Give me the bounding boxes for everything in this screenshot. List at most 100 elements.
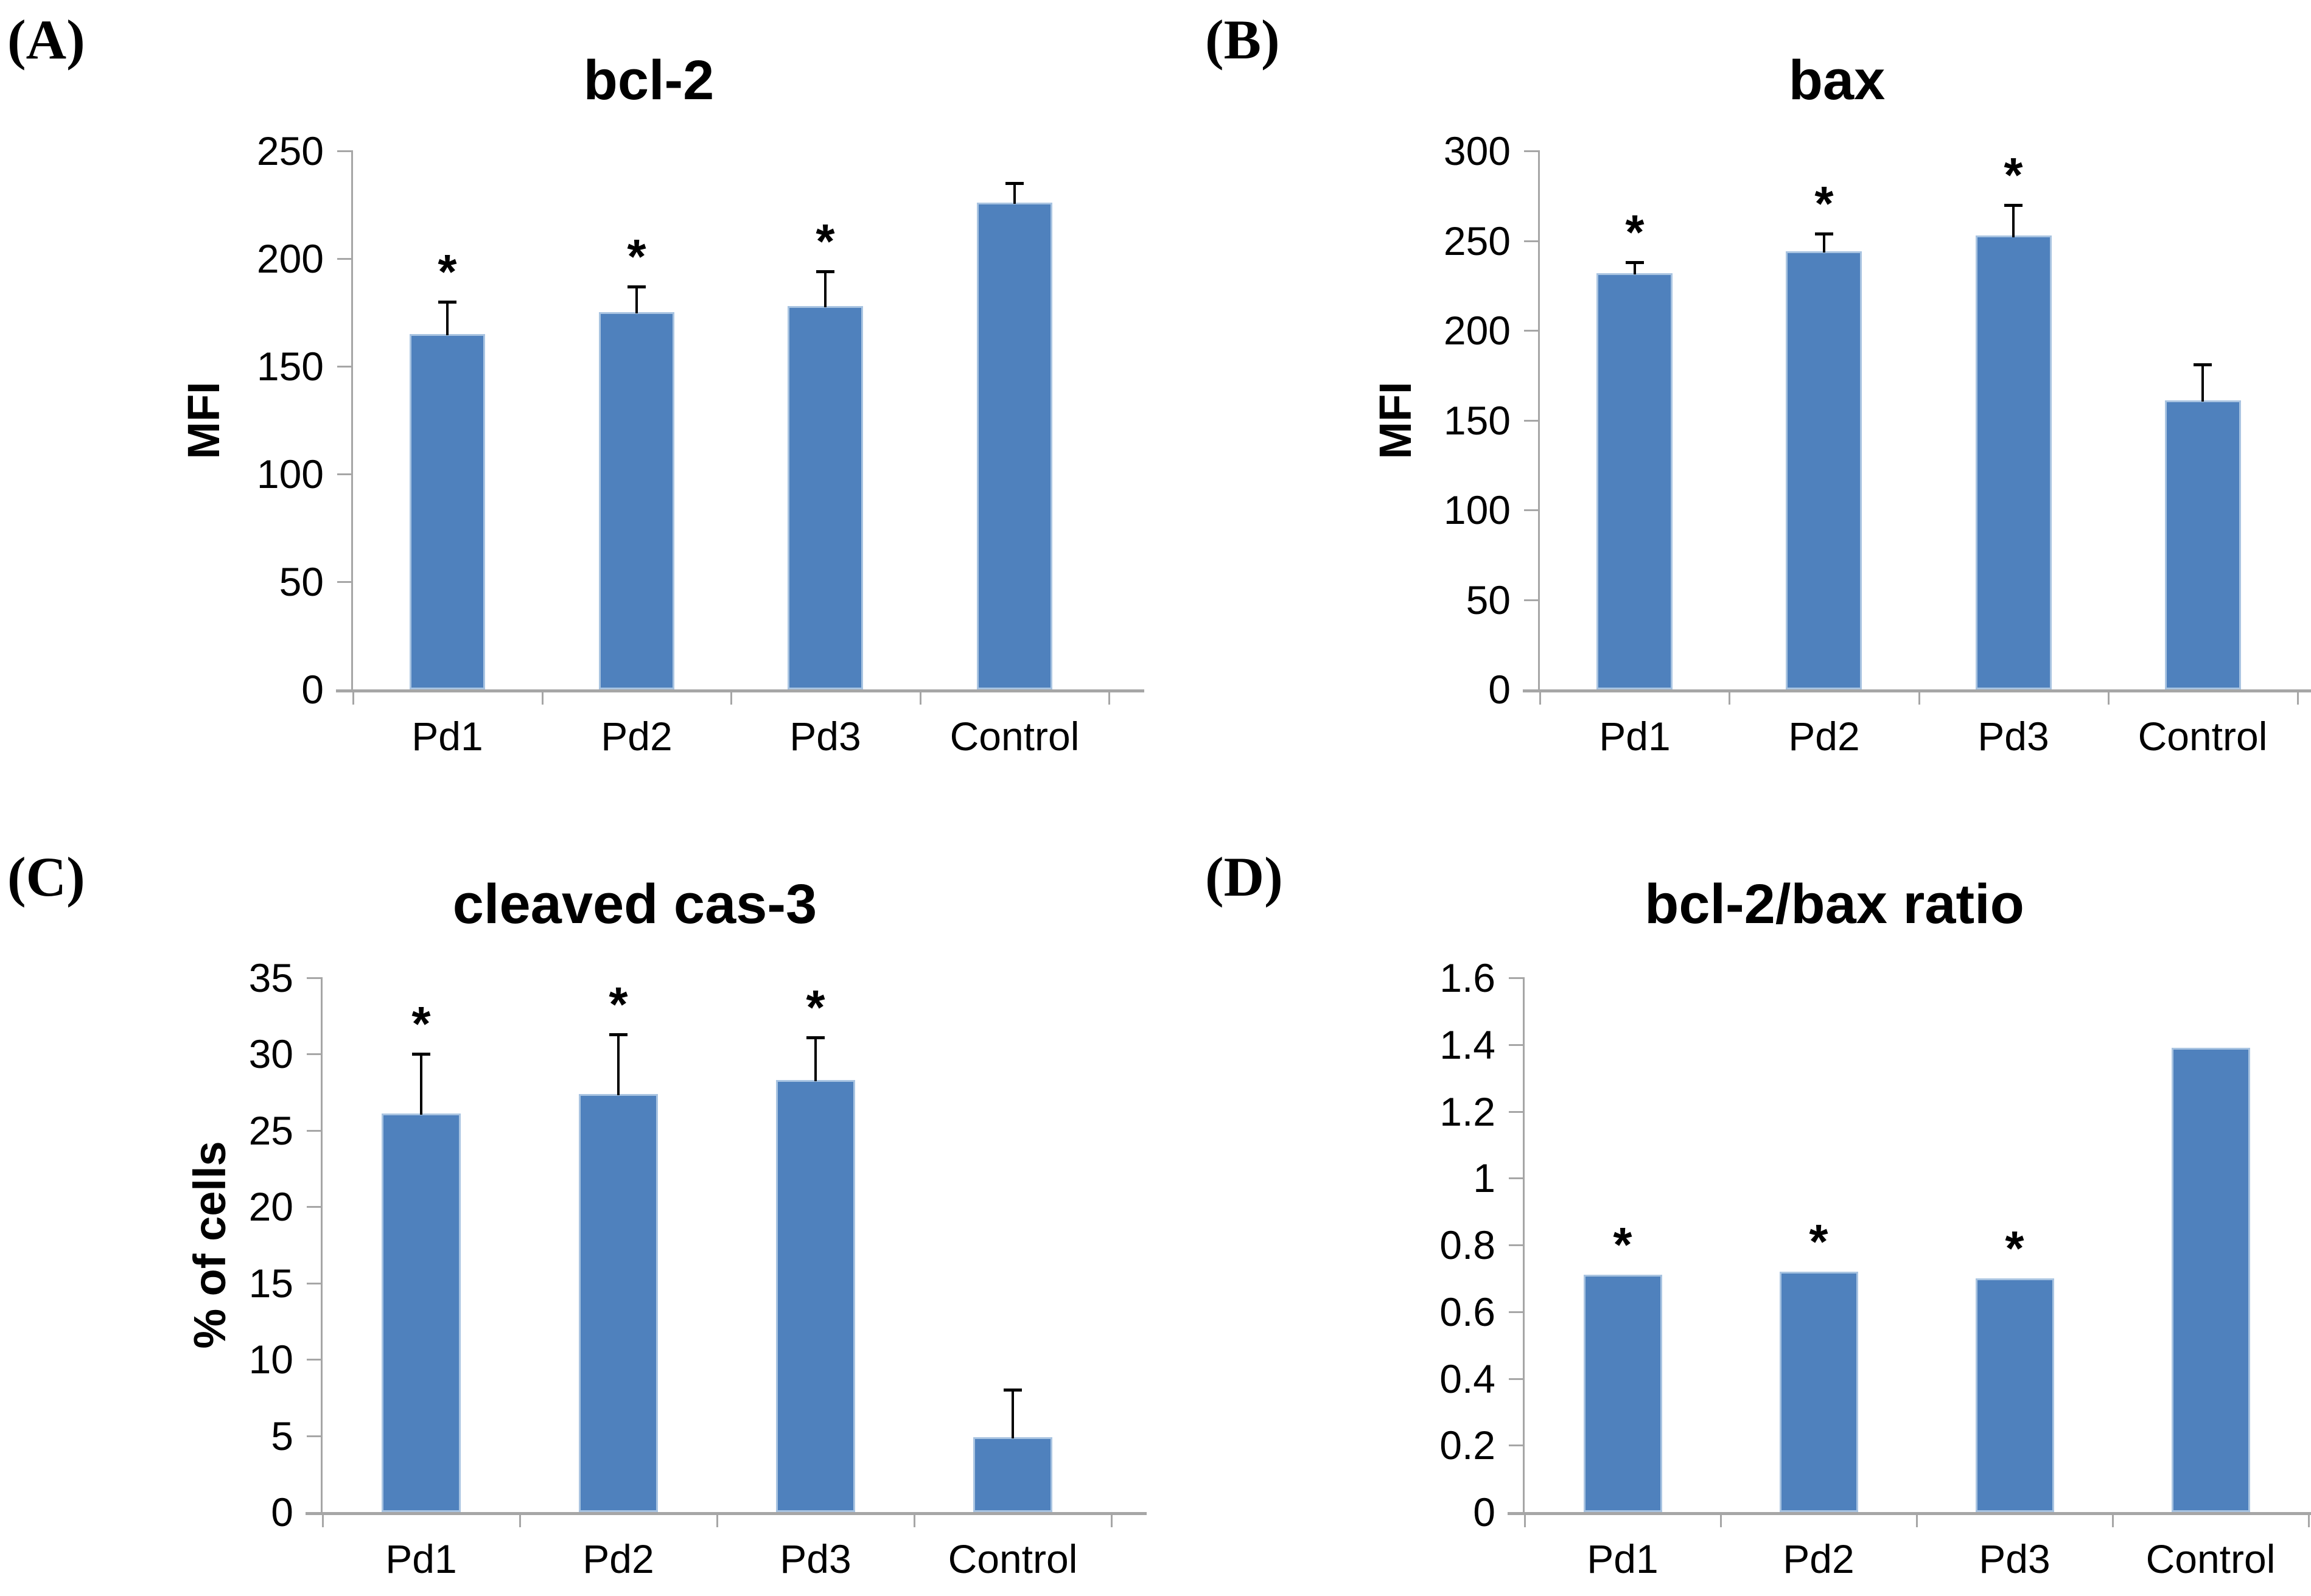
error-bar-pd2	[1823, 234, 1825, 253]
chart-title-c: cleaved cas-3	[452, 873, 817, 935]
x-tick-mark	[914, 1515, 915, 1527]
sig-star-pd1: *	[411, 997, 431, 1051]
bar-pd2	[1786, 251, 1862, 689]
x-tick-label-pd2: Pd2	[601, 714, 673, 759]
sig-star-pd3: *	[816, 214, 835, 268]
y-tick-label: 0	[1473, 1490, 1495, 1535]
error-bar-control	[2201, 364, 2204, 402]
x-tick-mark	[2308, 1515, 2310, 1527]
error-bar-cap-pd1	[438, 301, 456, 304]
sig-star-pd2: *	[627, 229, 646, 284]
y-tick-mark	[1509, 1311, 1525, 1313]
x-tick-label-pd1: Pd1	[385, 1536, 457, 1581]
bar-pd3	[776, 1080, 855, 1512]
sig-star-pd1: *	[1625, 205, 1645, 259]
sig-star-pd3: *	[2004, 148, 2023, 202]
x-tick-mark	[519, 1515, 521, 1527]
error-bar-cap-pd2	[609, 1033, 628, 1036]
y-tick-label: 50	[1466, 577, 1511, 622]
x-tick-label-control: Control	[948, 1536, 1078, 1581]
sig-star-pd1: *	[1613, 1218, 1632, 1272]
y-tick-mark	[1524, 150, 1540, 152]
x-tick-mark	[1524, 1515, 1526, 1527]
y-tick-mark	[1509, 1378, 1525, 1380]
x-axis-line	[336, 689, 1144, 692]
x-tick-label-control: Control	[2138, 714, 2268, 759]
y-tick-label: 0.4	[1439, 1356, 1495, 1401]
y-tick-mark	[1524, 509, 1540, 511]
y-tick-mark	[307, 977, 323, 979]
panel-d: (D) bcl-2/bax ratio 0 0.2 0.4 0.6 0.8 1 1.2 1.4…	[1155, 798, 2311, 1596]
y-tick-label: 5	[271, 1413, 293, 1458]
y-tick-mark	[337, 473, 353, 475]
y-tick-label: 20	[248, 1184, 293, 1229]
y-tick-label: 100	[1443, 487, 1511, 532]
y-tick-mark	[307, 1283, 323, 1284]
y-tick-label: 0	[271, 1490, 293, 1535]
y-tick-label: 15	[248, 1261, 293, 1306]
error-bar-cap-control	[1005, 182, 1024, 185]
x-tick-label-pd2: Pd2	[1788, 714, 1860, 759]
x-tick-label-pd3: Pd3	[1977, 714, 2049, 759]
x-tick-label-pd2: Pd2	[582, 1536, 654, 1581]
error-bar-cap-pd3	[816, 270, 834, 273]
y-tick-mark	[307, 1359, 323, 1361]
plot-area-c: 0 5 10 15 20 25 30 35 * Pd1 * Pd2 * Pd3 Control	[0, 798, 1155, 1596]
y-tick-mark	[337, 150, 353, 152]
sig-star-pd3: *	[806, 980, 825, 1034]
y-tick-mark	[1509, 1177, 1525, 1179]
y-tick-label: 35	[248, 955, 293, 1000]
y-tick-mark	[1509, 1044, 1525, 1046]
error-bar-pd2	[635, 287, 638, 313]
error-bar-control	[1013, 183, 1016, 204]
x-tick-mark	[322, 1515, 324, 1527]
plot-area-d: 0 0.2 0.4 0.6 0.8 1 1.2 1.4 1.6 * Pd1 * Pd2 * Pd3 Contr…	[1155, 798, 2311, 1596]
y-tick-mark	[1509, 977, 1525, 979]
y-tick-mark	[1509, 1244, 1525, 1246]
bar-pd1	[410, 334, 485, 689]
y-tick-mark	[1509, 1444, 1525, 1446]
y-tick-label: 1.2	[1439, 1089, 1495, 1134]
sig-star-pd2: *	[1814, 176, 1834, 231]
sig-star-pd3: *	[2005, 1221, 2024, 1275]
error-bar-cap-control	[2194, 363, 2212, 366]
x-tick-mark	[1918, 692, 1920, 705]
error-bar-cap-pd3	[806, 1036, 825, 1039]
x-tick-mark	[1108, 692, 1110, 705]
x-tick-label-pd1: Pd1	[1587, 1536, 1659, 1581]
sig-star-pd1: *	[438, 245, 457, 299]
bar-control	[973, 1437, 1052, 1512]
y-tick-mark	[1524, 330, 1540, 332]
bar-control	[977, 203, 1052, 689]
y-tick-label: 50	[279, 559, 324, 604]
x-tick-mark	[920, 692, 921, 705]
y-tick-mark	[1509, 1111, 1525, 1113]
y-tick-label: 150	[1443, 398, 1511, 443]
bar-control	[2165, 400, 2241, 689]
y-tick-label: 250	[256, 128, 324, 173]
bar-pd3	[1976, 235, 2052, 689]
bar-control	[2172, 1048, 2250, 1512]
x-tick-label-pd3: Pd3	[789, 714, 861, 759]
x-tick-mark	[1729, 692, 1730, 705]
y-tick-label: 25	[248, 1108, 293, 1153]
sig-star-pd2: *	[1809, 1214, 1828, 1269]
panel-label-c: (C)	[7, 846, 85, 908]
y-tick-label: 300	[1443, 128, 1511, 173]
bar-pd1	[382, 1113, 461, 1512]
panel-c: (C) cleaved cas-3 % of cells 0 5 10 15 20 25 3…	[0, 798, 1155, 1596]
chart-title-b: bax	[1788, 49, 1886, 111]
y-tick-label: 200	[256, 236, 324, 281]
y-tick-mark	[1524, 599, 1540, 601]
error-bar-cap-pd1	[1626, 261, 1644, 264]
error-bar-cap-pd2	[1815, 232, 1833, 235]
error-bar-cap-pd2	[628, 285, 646, 288]
error-bar-cap-pd1	[412, 1053, 430, 1056]
y-tick-label: 250	[1443, 218, 1511, 263]
error-bar-pd3	[824, 271, 827, 307]
panel-label-b: (B)	[1205, 9, 1280, 71]
y-axis-line	[351, 151, 353, 689]
y-tick-mark	[337, 258, 353, 260]
x-tick-mark	[730, 692, 732, 705]
error-bar-pd1	[1634, 262, 1636, 274]
